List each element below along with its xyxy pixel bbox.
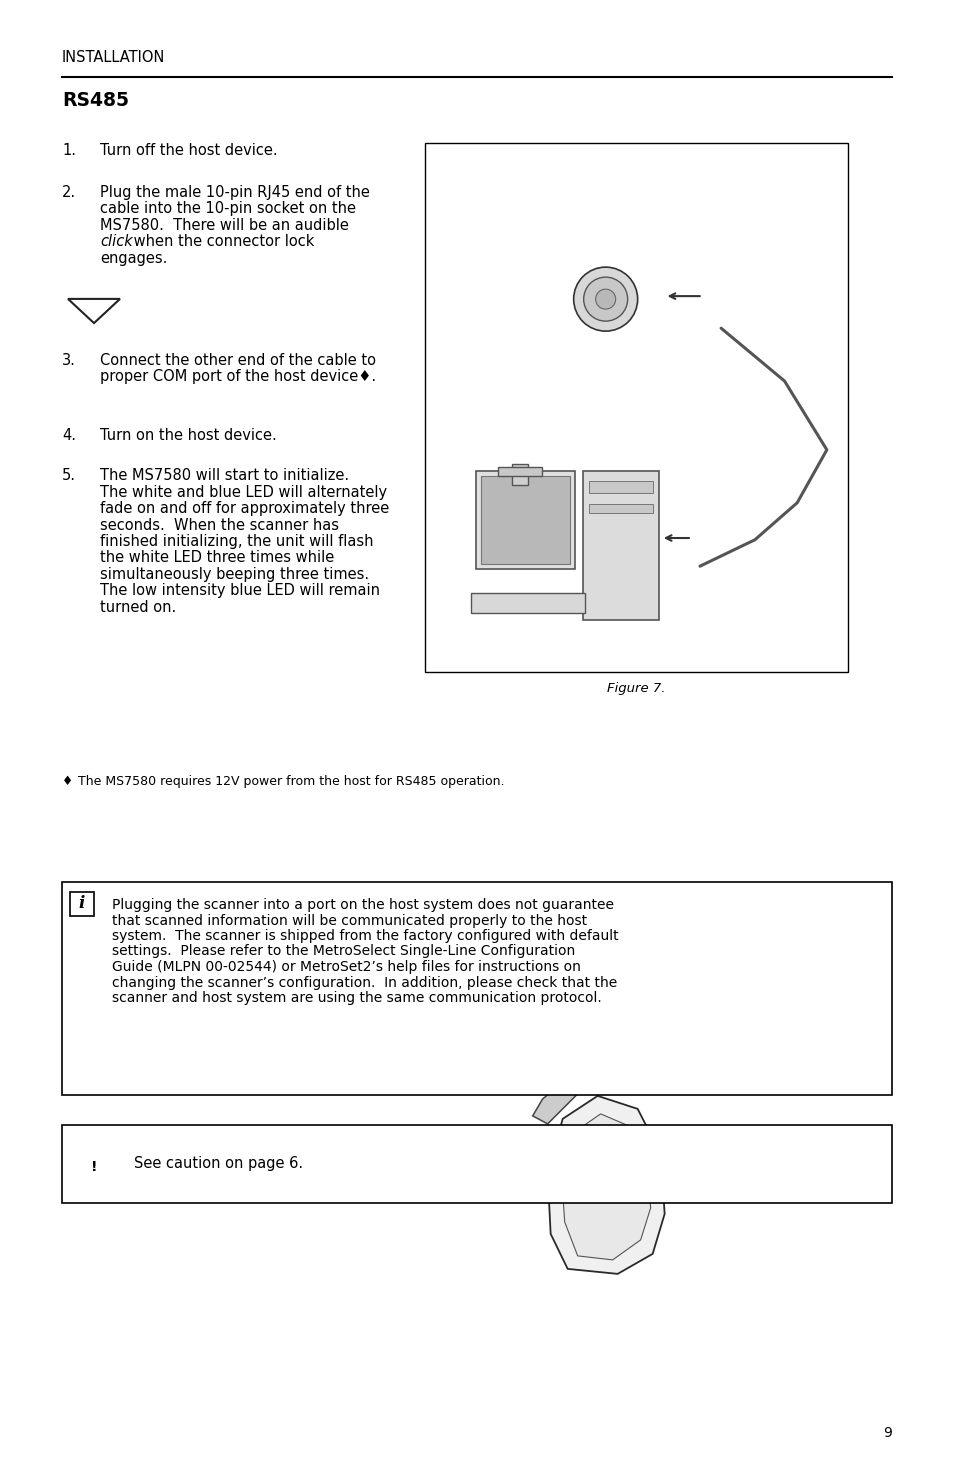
Text: settings.  Please refer to the MetroSelect Single-Line Configuration: settings. Please refer to the MetroSelec… <box>112 944 575 959</box>
Polygon shape <box>547 1096 664 1274</box>
Text: that scanned information will be communicated properly to the host: that scanned information will be communi… <box>112 913 586 928</box>
Text: Plugging the scanner into a port on the host system does not guarantee: Plugging the scanner into a port on the … <box>112 898 614 912</box>
Bar <box>470 593 584 614</box>
Text: ♦: ♦ <box>62 774 73 788</box>
Text: 4.: 4. <box>62 428 76 442</box>
Text: Turn off the host device.: Turn off the host device. <box>100 143 277 158</box>
Text: i: i <box>79 895 85 913</box>
Bar <box>62 1125 891 1204</box>
Polygon shape <box>532 1078 582 1124</box>
Text: 3.: 3. <box>62 353 76 367</box>
Polygon shape <box>68 299 120 323</box>
Text: finished initializing, the unit will flash: finished initializing, the unit will fla… <box>100 534 374 549</box>
Text: changing the scanner’s configuration.  In addition, please check that the: changing the scanner’s configuration. In… <box>112 975 617 990</box>
Polygon shape <box>673 929 691 944</box>
Text: The white and blue LED will alternately: The white and blue LED will alternately <box>100 484 387 500</box>
Text: seconds.  When the scanner has: seconds. When the scanner has <box>100 518 338 532</box>
Text: system.  The scanner is shipped from the factory configured with default: system. The scanner is shipped from the … <box>112 929 618 943</box>
Text: Plug the male 10-pin RJ45 end of the: Plug the male 10-pin RJ45 end of the <box>100 184 370 201</box>
Text: See caution on page 6.: See caution on page 6. <box>133 1156 303 1171</box>
Text: simultaneously beeping three times.: simultaneously beeping three times. <box>100 566 369 583</box>
Polygon shape <box>662 1171 684 1187</box>
Circle shape <box>573 267 637 330</box>
Bar <box>480 476 569 563</box>
Text: Figure 7.: Figure 7. <box>607 681 665 695</box>
Bar <box>62 882 891 1094</box>
Text: INSTALLATION: INSTALLATION <box>62 50 165 65</box>
Text: Connect the other end of the cable to: Connect the other end of the cable to <box>100 353 375 367</box>
Circle shape <box>583 277 627 322</box>
Text: proper COM port of the host device♦.: proper COM port of the host device♦. <box>100 370 375 385</box>
Text: The low intensity blue LED will remain: The low intensity blue LED will remain <box>100 584 379 599</box>
Text: Guide (MLPN 00-02544) or MetroSet2’s help files for instructions on: Guide (MLPN 00-02544) or MetroSet2’s hel… <box>112 960 580 974</box>
Text: 5.: 5. <box>62 468 76 482</box>
Bar <box>424 143 847 673</box>
Text: Turn on the host device.: Turn on the host device. <box>100 428 276 442</box>
Bar <box>588 481 652 493</box>
Text: !: ! <box>91 1159 97 1174</box>
Text: when the connector lock: when the connector lock <box>130 235 314 249</box>
Text: 2.: 2. <box>62 184 76 201</box>
Text: 9: 9 <box>882 1426 891 1440</box>
Text: turned on.: turned on. <box>100 600 176 615</box>
Text: The MS7580 will start to initialize.: The MS7580 will start to initialize. <box>100 468 349 482</box>
Text: 1.: 1. <box>62 143 76 158</box>
Text: MS7580.  There will be an audible: MS7580. There will be an audible <box>100 218 349 233</box>
Polygon shape <box>561 1114 650 1260</box>
Text: scanner and host system are using the same communication protocol.: scanner and host system are using the sa… <box>112 991 601 1004</box>
Text: click: click <box>100 235 132 249</box>
Bar <box>497 466 541 476</box>
Bar <box>588 504 652 513</box>
Bar <box>70 892 94 916</box>
Circle shape <box>595 289 615 310</box>
Text: engages.: engages. <box>100 251 167 266</box>
Text: RS485: RS485 <box>62 91 129 111</box>
Text: fade on and off for approximately three: fade on and off for approximately three <box>100 502 389 516</box>
Text: cable into the 10-pin socket on the: cable into the 10-pin socket on the <box>100 202 355 217</box>
Bar <box>582 471 659 620</box>
Text: the white LED three times while: the white LED three times while <box>100 550 334 565</box>
Bar <box>512 465 528 484</box>
Bar <box>476 471 574 569</box>
Text: The MS7580 requires 12V power from the host for RS485 operation.: The MS7580 requires 12V power from the h… <box>78 774 504 788</box>
